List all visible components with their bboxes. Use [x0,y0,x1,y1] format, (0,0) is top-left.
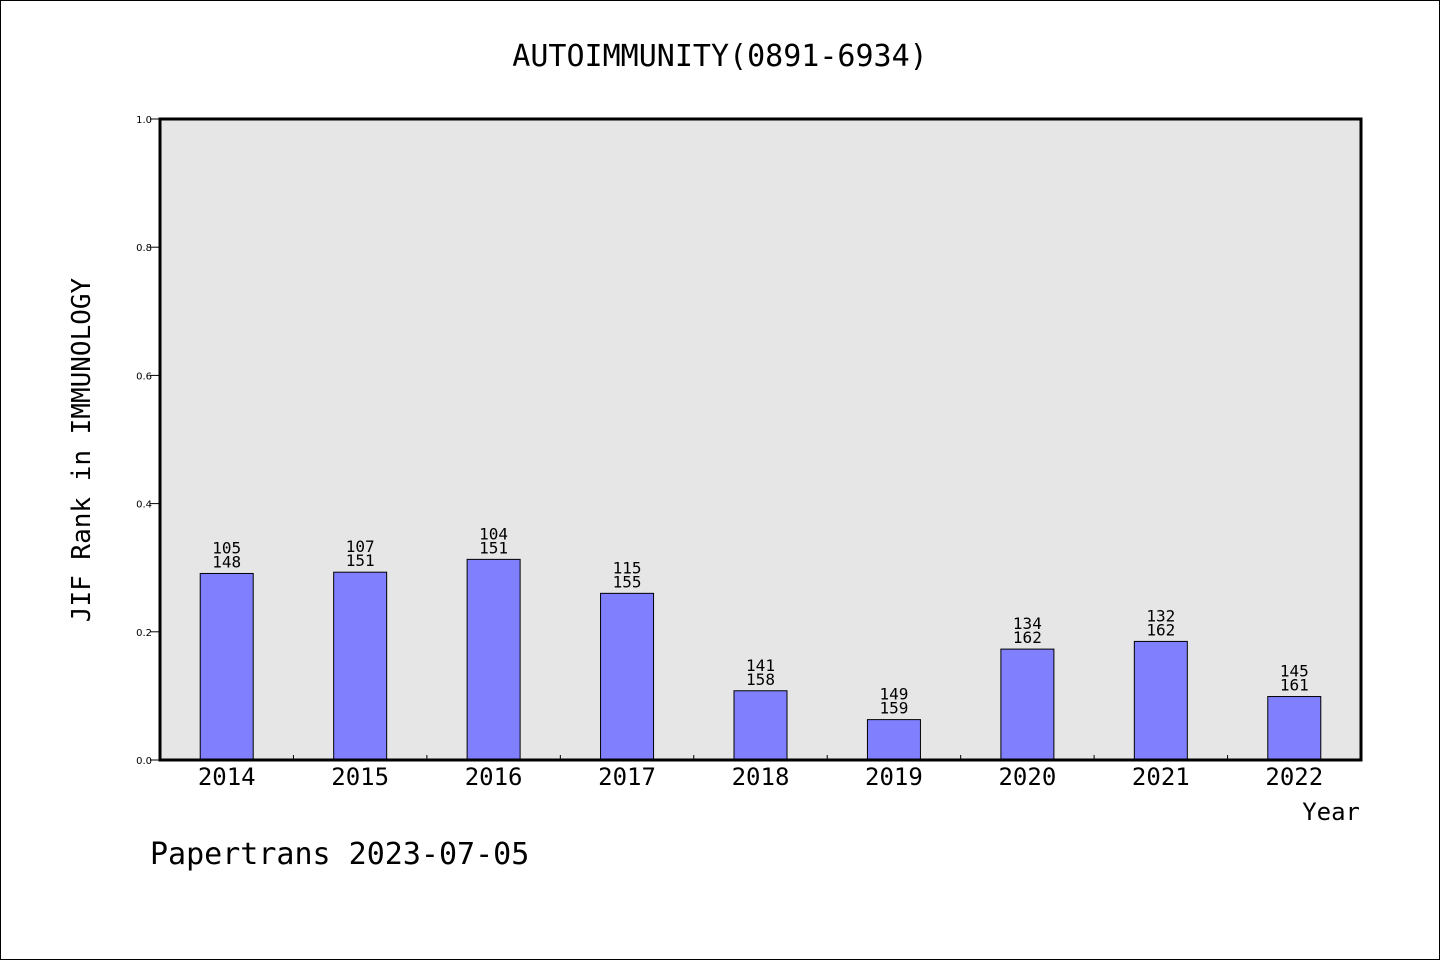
y-tick-label: 0.8 [136,243,152,254]
y-tick-label: 0.4 [136,500,152,511]
total-label: 161 [1280,676,1309,695]
y-tick-label: 0.6 [136,371,152,382]
rank-label: 149 [879,685,908,704]
x-tick-label: 2015 [331,763,389,791]
total-label: 151 [346,551,375,570]
bar-2022 [1267,696,1322,761]
total-label: 162 [1013,628,1042,647]
rank-label: 105 [212,538,241,557]
total-label: 151 [479,538,508,557]
x-axis: 2014 2015 2016 2017 2018 2019 2020 2021 2022 [198,755,1323,791]
y-axis-label: JIF Rank in IMMUNOLOGY [67,277,97,622]
bar-2015 [333,571,388,761]
x-tick-label: 2014 [198,763,256,791]
y-tick-label: 1.0 [136,115,152,126]
bar-2018 [733,690,788,761]
rank-label: 104 [479,524,508,543]
x-tick-label: 2017 [598,763,656,791]
x-tick-label: 2022 [1265,763,1323,791]
plot-border [158,117,1363,762]
x-tick-label: 2019 [865,763,923,791]
total-label: 162 [1146,620,1175,639]
rank-label: 132 [1146,606,1175,625]
bar-2021 [1133,640,1188,761]
rank-label: 107 [346,537,375,556]
bar-series [199,558,1322,761]
x-tick-label: 2016 [465,763,523,791]
bar-2014 [199,572,254,761]
bar-2016 [466,558,521,761]
rank-label: 115 [613,558,642,577]
x-tick-label: 2020 [998,763,1056,791]
rank-label: 141 [746,656,775,675]
x-tick-label: 2021 [1132,763,1190,791]
chart-title: AUTOIMMUNITY(0891-6934) [512,39,927,74]
data-labels: 1051481071511041511151551411581491591341… [212,524,1308,717]
y-tick-label: 0.0 [136,756,152,767]
rank-label: 134 [1013,614,1042,633]
total-label: 158 [746,670,775,689]
x-tick-label: 2018 [732,763,790,791]
bar-2019 [866,719,921,761]
y-axis: 0.0 0.2 0.4 0.6 0.8 1.0 [136,115,160,767]
y-tick-label: 0.2 [136,628,152,639]
x-axis-label: Year [1302,798,1360,826]
total-label: 155 [613,572,642,591]
bar-2017 [600,592,655,761]
total-label: 159 [879,699,908,718]
bar-2020 [1000,648,1055,761]
footer-text: Papertrans 2023-07-05 [150,837,529,872]
total-label: 148 [212,552,241,571]
rank-label: 145 [1280,662,1309,681]
